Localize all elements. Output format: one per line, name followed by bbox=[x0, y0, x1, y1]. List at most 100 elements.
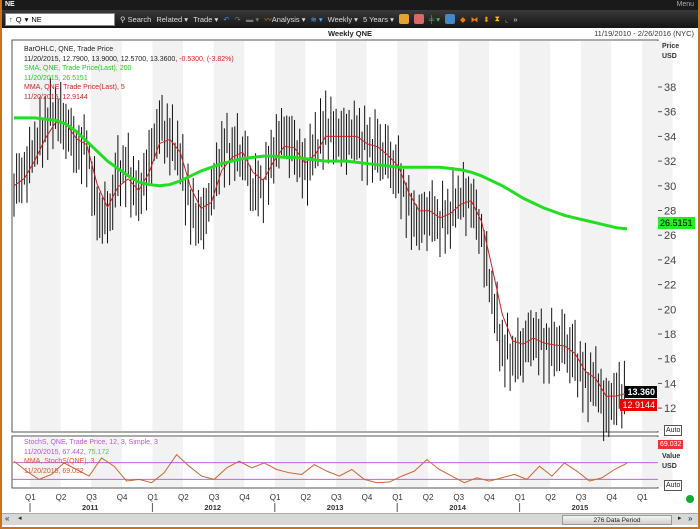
more-icon[interactable]: » bbox=[513, 14, 518, 24]
bar-change: -0.5300, (-3.82%) bbox=[179, 55, 234, 63]
grid-band bbox=[397, 437, 428, 487]
waves-icon[interactable]: ≋ ▾ bbox=[310, 14, 323, 24]
window-icon[interactable] bbox=[445, 14, 456, 24]
y-tick-label: 22 bbox=[664, 280, 676, 292]
interval-select[interactable]: Weekly ▾ bbox=[327, 14, 358, 24]
folder-icon[interactable]: ▬ ▾ bbox=[245, 14, 260, 24]
mma-line bbox=[13, 121, 628, 397]
price-unit: USD bbox=[662, 53, 677, 60]
year-label: 2014 bbox=[449, 503, 467, 512]
y-tick-label: 34 bbox=[664, 131, 676, 143]
y-tick-label: 14 bbox=[664, 378, 676, 390]
price-axis-label: Price USD bbox=[662, 42, 679, 62]
grid-band bbox=[336, 41, 367, 431]
time-scrollbar[interactable]: « ◂ 276 Data Period ▸ » bbox=[2, 513, 698, 525]
quarter-label: Q1 bbox=[392, 493, 403, 502]
quarter-label: Q3 bbox=[86, 493, 97, 502]
status-indicator bbox=[686, 495, 694, 503]
quarter-label: Q4 bbox=[606, 493, 617, 502]
range-label: 5 Years bbox=[362, 14, 388, 24]
quarter-label: Q2 bbox=[56, 493, 67, 502]
grid-band bbox=[519, 41, 551, 431]
quarter-label: Q1 bbox=[515, 493, 526, 502]
quarter-label: Q1 bbox=[25, 493, 36, 502]
quarter-label: Q3 bbox=[576, 493, 587, 502]
chart-type-icon[interactable] bbox=[398, 14, 409, 24]
value-label: Value bbox=[662, 453, 681, 460]
menu-button[interactable]: Menu bbox=[676, 1, 694, 8]
stoch-auto-button[interactable]: Auto bbox=[664, 480, 683, 491]
quarter-label: Q4 bbox=[484, 493, 495, 502]
stoch-d: 75.172 bbox=[87, 448, 110, 456]
year-label: 2013 bbox=[327, 503, 344, 512]
related-button[interactable]: Related ▾ bbox=[156, 14, 189, 24]
toolbar: ↑ Q ▾ NE ⚲ Search Related ▾ Trade ▾ ↶ ↷ ▬ ▾… bbox=[2, 10, 698, 28]
y-tick-label: 12 bbox=[664, 403, 676, 415]
quarter-label: Q2 bbox=[545, 493, 556, 502]
stoch-line bbox=[13, 453, 628, 484]
range-select[interactable]: 5 Years ▾ bbox=[362, 14, 394, 24]
mma-values: 11/20/2015, 12.9144 bbox=[24, 93, 88, 101]
scroll-thumb[interactable]: 276 Data Period bbox=[562, 515, 672, 525]
quarter-label: Q3 bbox=[209, 493, 220, 502]
search-button[interactable]: ⚲ Search bbox=[120, 14, 152, 24]
redo-icon[interactable]: ↷ bbox=[234, 14, 241, 24]
scroll-right-icon[interactable]: ▸ bbox=[678, 515, 682, 522]
quarter-label: Q1 bbox=[147, 493, 158, 502]
stoch-mma-legend: MMA, StochS(QNE), 3 bbox=[24, 458, 95, 465]
bar-values: 11/20/2015, 12.7900, 13.9000, 12.5700, 1… bbox=[24, 55, 234, 65]
grid-band bbox=[336, 437, 367, 487]
search-label: Search bbox=[127, 14, 152, 24]
trade-button[interactable]: Trade ▾ bbox=[193, 14, 219, 24]
grid-band bbox=[213, 41, 245, 431]
title-bar: NE Menu bbox=[2, 0, 698, 10]
sma-badge: 26.5151 bbox=[658, 217, 695, 229]
zoom-in-icon[interactable]: ◆ bbox=[460, 14, 466, 24]
year-label: 2015 bbox=[572, 503, 589, 512]
y-tick-label: 24 bbox=[664, 255, 676, 267]
stoch-legend-title: StochS, QNE, Trade Price, 12, 3, Simple,… bbox=[24, 439, 158, 446]
overlay-icon[interactable] bbox=[413, 14, 424, 24]
stoch-badge: 69.032 bbox=[658, 440, 684, 449]
undo-icon[interactable]: ↶ bbox=[223, 14, 230, 24]
stoch-k: 11/20/2015, 67.442, bbox=[24, 448, 86, 456]
analysis-button[interactable]: 〰Analysis ▾ bbox=[264, 14, 306, 24]
symbol-input[interactable]: ↑ Q ▾ NE bbox=[5, 12, 115, 26]
hourglass-icon[interactable]: ⧗ bbox=[494, 14, 500, 23]
y-tick-label: 38 bbox=[664, 82, 676, 94]
scroll-start-icon[interactable]: « bbox=[5, 514, 10, 523]
scroll-end-icon[interactable]: » bbox=[688, 514, 693, 523]
value-axis-label: Value USD bbox=[662, 452, 680, 472]
symbol-type[interactable]: Q bbox=[15, 14, 22, 24]
grid-band bbox=[91, 437, 122, 487]
stoch-legend: StochS, QNE, Trade Price, 12, 3, Simple,… bbox=[24, 438, 158, 476]
bar-ohlc: 11/20/2015, 12.7900, 13.9000, 12.5700, 1… bbox=[24, 55, 178, 63]
price-auto-button[interactable]: Auto bbox=[664, 425, 683, 436]
grid-band bbox=[274, 437, 306, 487]
vertical-zoom-icon[interactable]: ⬍ bbox=[483, 14, 490, 24]
y-tick-label: 26 bbox=[664, 230, 676, 242]
chart-header: Weekly QNE 11/19/2010 - 2/26/2016 (NYC) bbox=[2, 28, 698, 39]
quarter-label: Q2 bbox=[178, 493, 189, 502]
y-tick-label: 20 bbox=[664, 304, 676, 316]
quarter-label: Q4 bbox=[117, 493, 128, 502]
sma-line bbox=[14, 116, 628, 231]
quarter-label: Q3 bbox=[453, 493, 464, 502]
scroll-left-icon[interactable]: ◂ bbox=[18, 515, 22, 522]
quarter-label: Q2 bbox=[300, 493, 311, 502]
stoch-mma-values: 11/20/2015, 69.032 bbox=[24, 467, 84, 475]
dropdown-icon[interactable]: ▾ bbox=[24, 14, 29, 24]
price-label: Price bbox=[662, 43, 680, 50]
crosshair-icon[interactable]: ╪ ▾ bbox=[428, 14, 441, 24]
quarter-label: Q1 bbox=[637, 493, 648, 502]
sma-values: 11/20/2015, 26.5151 bbox=[24, 74, 88, 82]
quarter-label: Q2 bbox=[423, 493, 434, 502]
select-icon[interactable]: ⌞ bbox=[504, 14, 509, 24]
data-period-label: 276 Data Period bbox=[593, 517, 641, 524]
chart-title: Weekly QNE bbox=[327, 29, 373, 38]
interval-label: Weekly bbox=[327, 14, 353, 24]
zoom-out-icon[interactable]: ⧓ bbox=[470, 14, 479, 24]
y-tick-label: 16 bbox=[664, 354, 676, 366]
